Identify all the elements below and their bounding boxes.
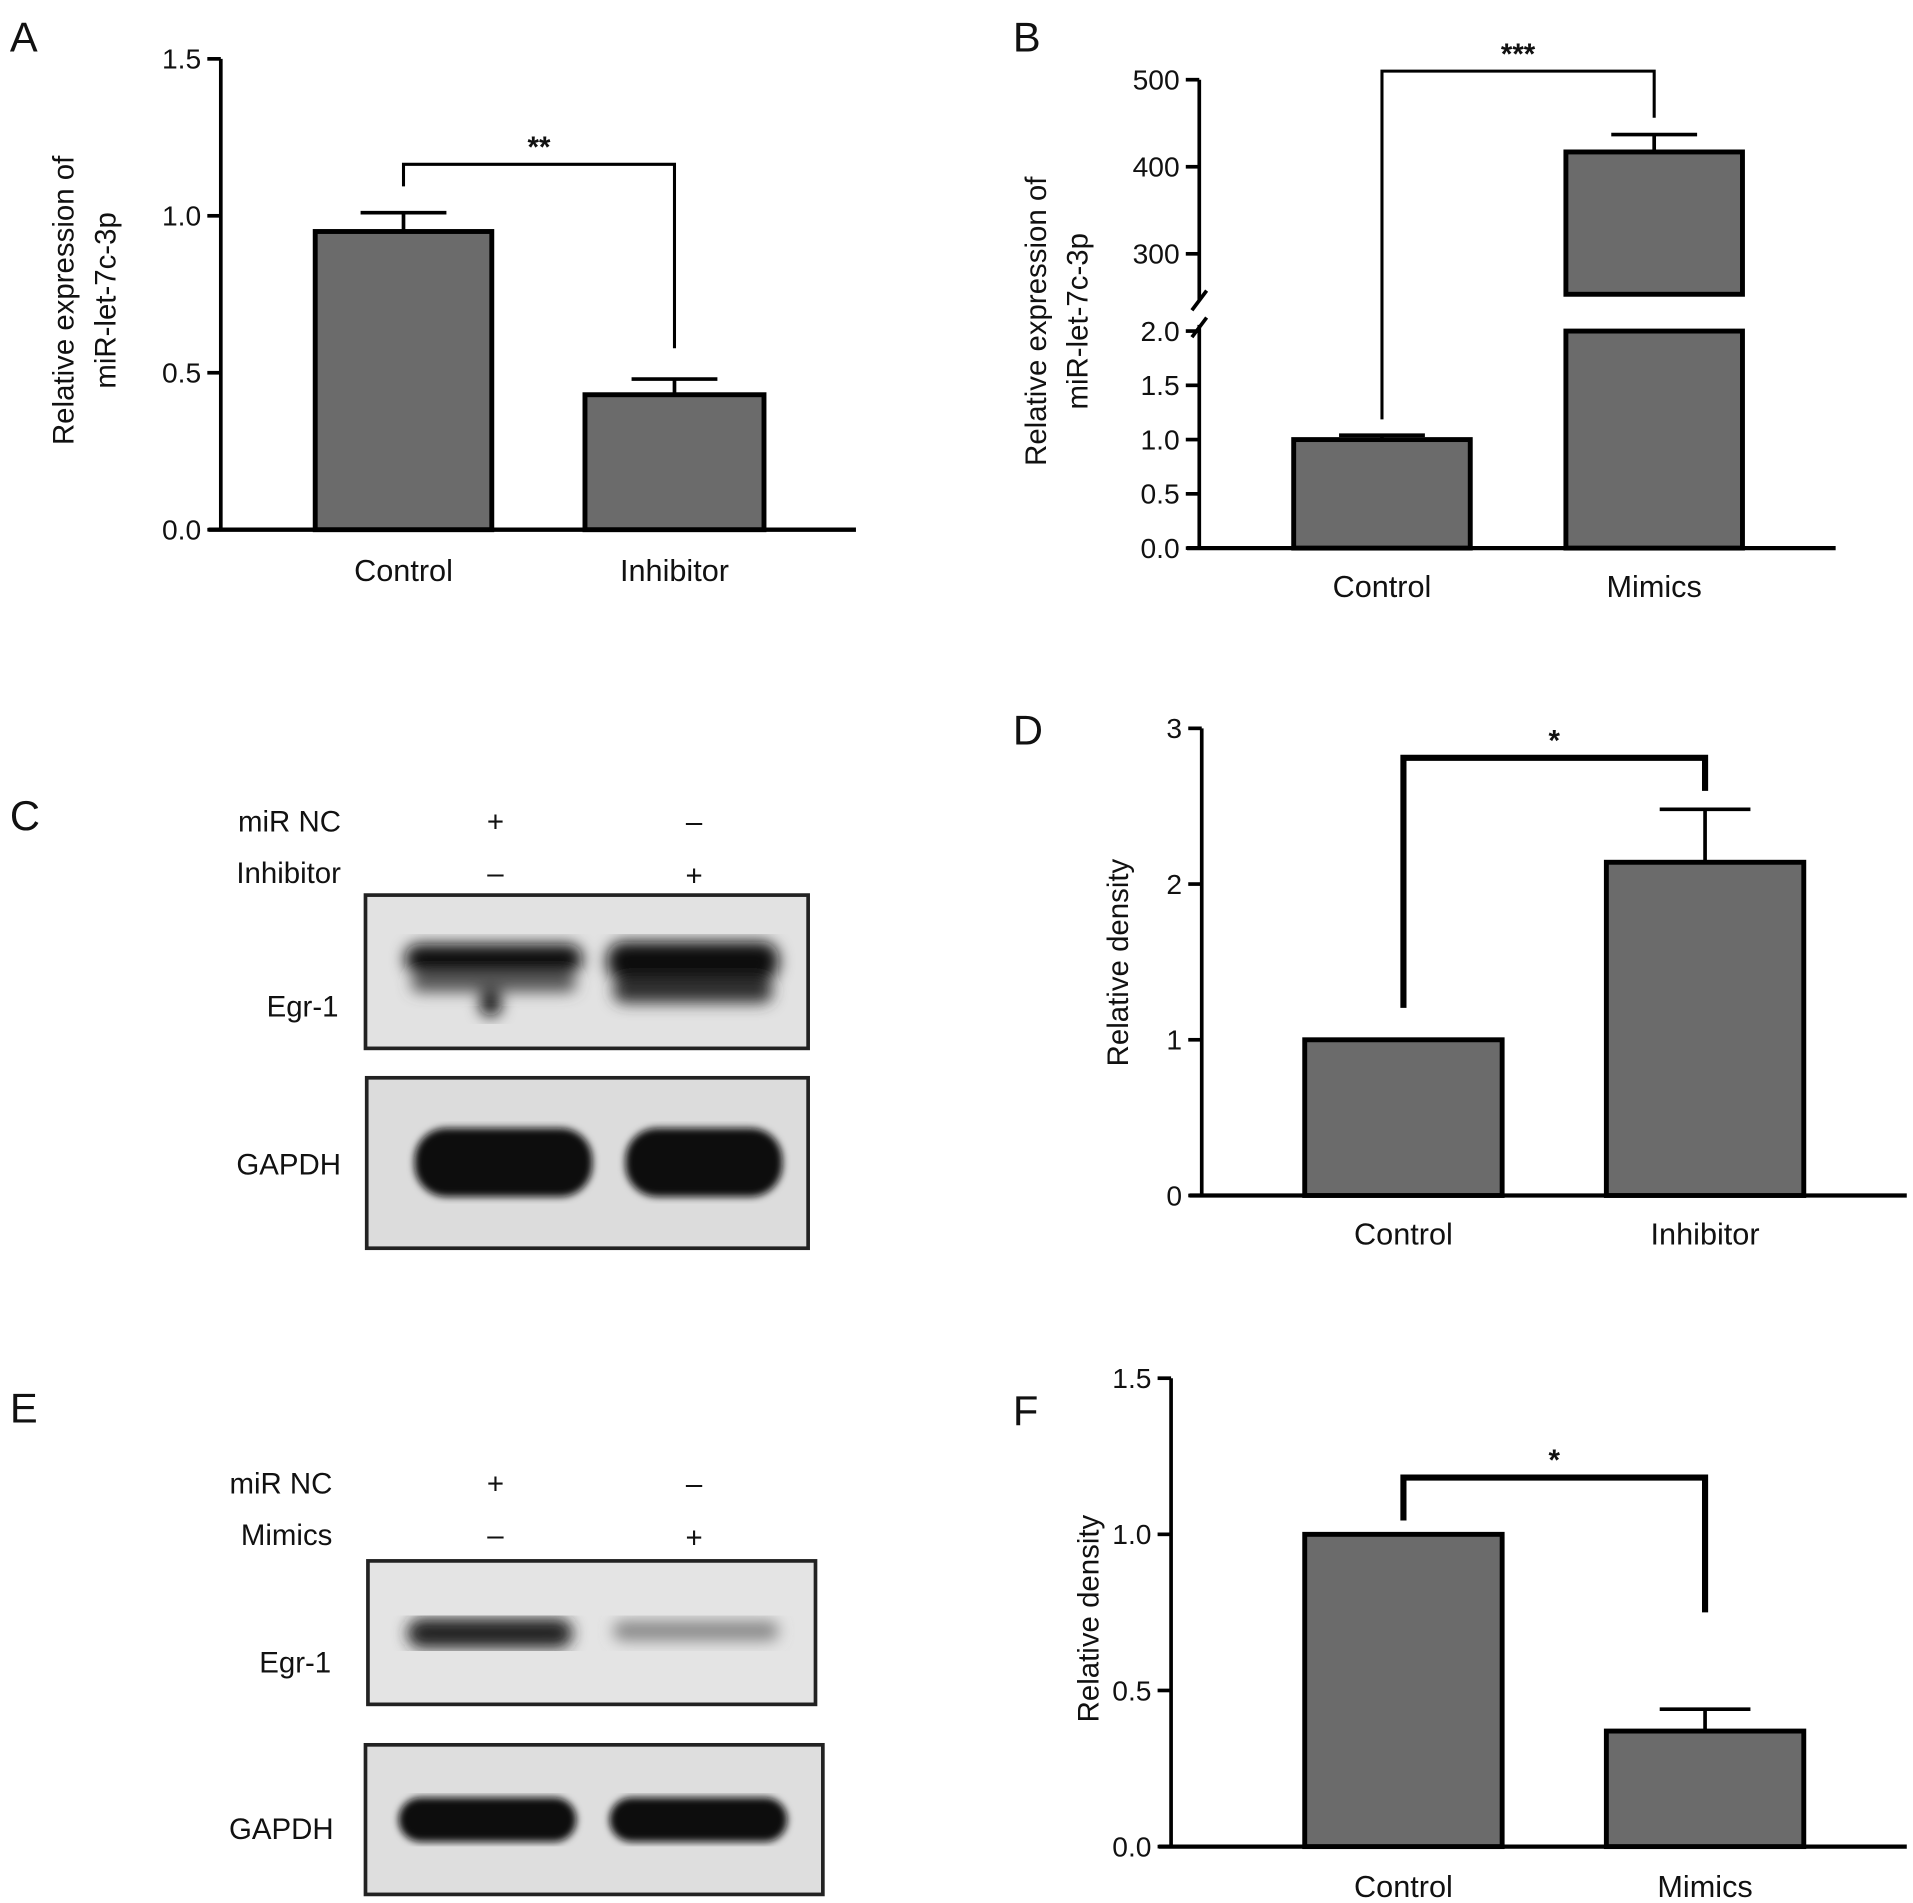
y-tick-label: 3 xyxy=(1166,712,1182,744)
y-tick-label: 1.0 xyxy=(1140,423,1179,455)
chart-panel-f: 0.0 0.5 1.0 1.5 Relative density Control Mimic… xyxy=(1073,1362,1907,1903)
y-axis-label: Relative density xyxy=(1102,858,1135,1066)
x-category-label: Mimics xyxy=(1607,570,1702,604)
bar-control xyxy=(1291,437,1473,551)
bar-control xyxy=(312,229,495,533)
bar-control xyxy=(1302,1037,1505,1198)
western-blot-e: miR NC Mimics + – – + Egr-1 GAPDH xyxy=(229,1467,825,1897)
bar-inhibitor xyxy=(582,392,767,533)
y-axis-label-line: Relative expression of xyxy=(48,155,81,445)
sign: – xyxy=(686,805,703,838)
panel-letter-b: B xyxy=(1013,13,1041,60)
x-category-label: Inhibitor xyxy=(1651,1218,1760,1252)
significance-label: *** xyxy=(1501,38,1536,71)
row-label-inhibitor: Inhibitor xyxy=(236,857,341,890)
significance-bracket xyxy=(401,162,677,349)
significance-bracket xyxy=(1400,754,1709,1008)
y-tick-label: 1.5 xyxy=(1140,369,1179,401)
y-tick-label: 1.5 xyxy=(1112,1362,1151,1394)
row-label-mir-nc: miR NC xyxy=(238,805,341,838)
sign: – xyxy=(487,1519,504,1552)
y-axis-label-line: miR-let-7c-3p xyxy=(1062,233,1095,409)
significance-label: ** xyxy=(528,131,551,164)
axis-break-mark xyxy=(1190,289,1209,312)
blot-label-egr1: Egr-1 xyxy=(267,990,339,1023)
y-tick-label: 0.5 xyxy=(1112,1674,1151,1706)
panel-letter-a: A xyxy=(10,13,38,60)
y-tick-label: 300 xyxy=(1133,238,1180,270)
axis-break-mark xyxy=(1190,316,1209,339)
row-label-mimics: Mimics xyxy=(241,1519,332,1552)
x-category-label: Control xyxy=(354,554,453,588)
significance-bracket xyxy=(1380,69,1656,420)
bar-upper-mimics xyxy=(1563,149,1745,297)
y-tick-label: 0.5 xyxy=(1140,478,1179,510)
panel-letter-c: C xyxy=(10,792,40,839)
y-tick-label: 400 xyxy=(1133,151,1180,183)
sign: + xyxy=(686,859,703,892)
bar-mimics xyxy=(1603,1728,1807,1850)
y-tick-label: 0.0 xyxy=(1112,1830,1151,1862)
sign: + xyxy=(487,1467,504,1500)
bar-inhibitor xyxy=(1603,859,1807,1198)
x-category-label: Mimics xyxy=(1657,1870,1752,1903)
y-axis-label: Relative expression of miR-let-7c-3p xyxy=(48,155,123,445)
sign: + xyxy=(487,805,504,838)
y-axis-label: Relative expression of miR-let-7c-3p xyxy=(1020,176,1095,466)
sign: – xyxy=(686,1467,703,1500)
panel-letter-d: D xyxy=(1013,706,1043,753)
y-tick-label: 1.0 xyxy=(1112,1518,1151,1550)
y-tick-label: 1.5 xyxy=(162,43,201,75)
bar-control xyxy=(1302,1531,1505,1850)
y-axis-label-line: Relative density xyxy=(1073,1514,1106,1722)
y-tick-label: 1.0 xyxy=(162,200,201,232)
chart-panel-d: 0 1 2 3 Relative density Control Inhibitor * xyxy=(1102,712,1907,1252)
y-axis-label-line: miR-let-7c-3p xyxy=(89,212,122,388)
chart-panel-b: 0.0 0.5 1.0 1.5 2.0 300 400 500 Relative express… xyxy=(1020,38,1836,604)
y-tick-label: 500 xyxy=(1133,64,1180,96)
chart-panel-a: 0.0 0.5 1.0 1.5 Relative expression of miR-le… xyxy=(48,43,856,588)
y-tick-label: 2 xyxy=(1166,868,1182,900)
y-tick-label: 1 xyxy=(1166,1024,1182,1056)
x-category-label: Control xyxy=(1333,570,1432,604)
y-tick-label: 0.0 xyxy=(1140,532,1179,564)
x-category-label: Inhibitor xyxy=(620,554,729,588)
row-label-mir-nc: miR NC xyxy=(229,1467,332,1500)
x-category-label: Control xyxy=(1354,1218,1453,1252)
x-category-label: Control xyxy=(1354,1870,1453,1903)
significance-bracket xyxy=(1400,1474,1709,1613)
blot-label-egr1: Egr-1 xyxy=(259,1646,331,1679)
y-tick-label: 0 xyxy=(1166,1179,1182,1211)
y-tick-label: 0.0 xyxy=(162,514,201,546)
panel-letter-f: F xyxy=(1013,1387,1038,1434)
y-tick-label: 0.5 xyxy=(162,357,201,389)
panel-letter-e: E xyxy=(10,1384,38,1431)
bar-lower-mimics xyxy=(1563,328,1745,551)
y-axis-label: Relative density xyxy=(1073,1514,1106,1722)
blot-label-gapdh: GAPDH xyxy=(236,1149,341,1182)
y-tick-label: 2.0 xyxy=(1140,315,1179,347)
western-blot-c: miR NC Inhibitor + – – + Egr-1 GAPDH xyxy=(236,805,810,1251)
significance-label: * xyxy=(1549,1444,1561,1477)
y-axis-label-line: Relative density xyxy=(1102,858,1135,1066)
y-axis-label-line: Relative expression of xyxy=(1020,176,1053,466)
sign: – xyxy=(487,857,504,890)
sign: + xyxy=(686,1521,703,1554)
significance-label: * xyxy=(1549,724,1561,757)
blot-label-gapdh: GAPDH xyxy=(229,1813,334,1846)
